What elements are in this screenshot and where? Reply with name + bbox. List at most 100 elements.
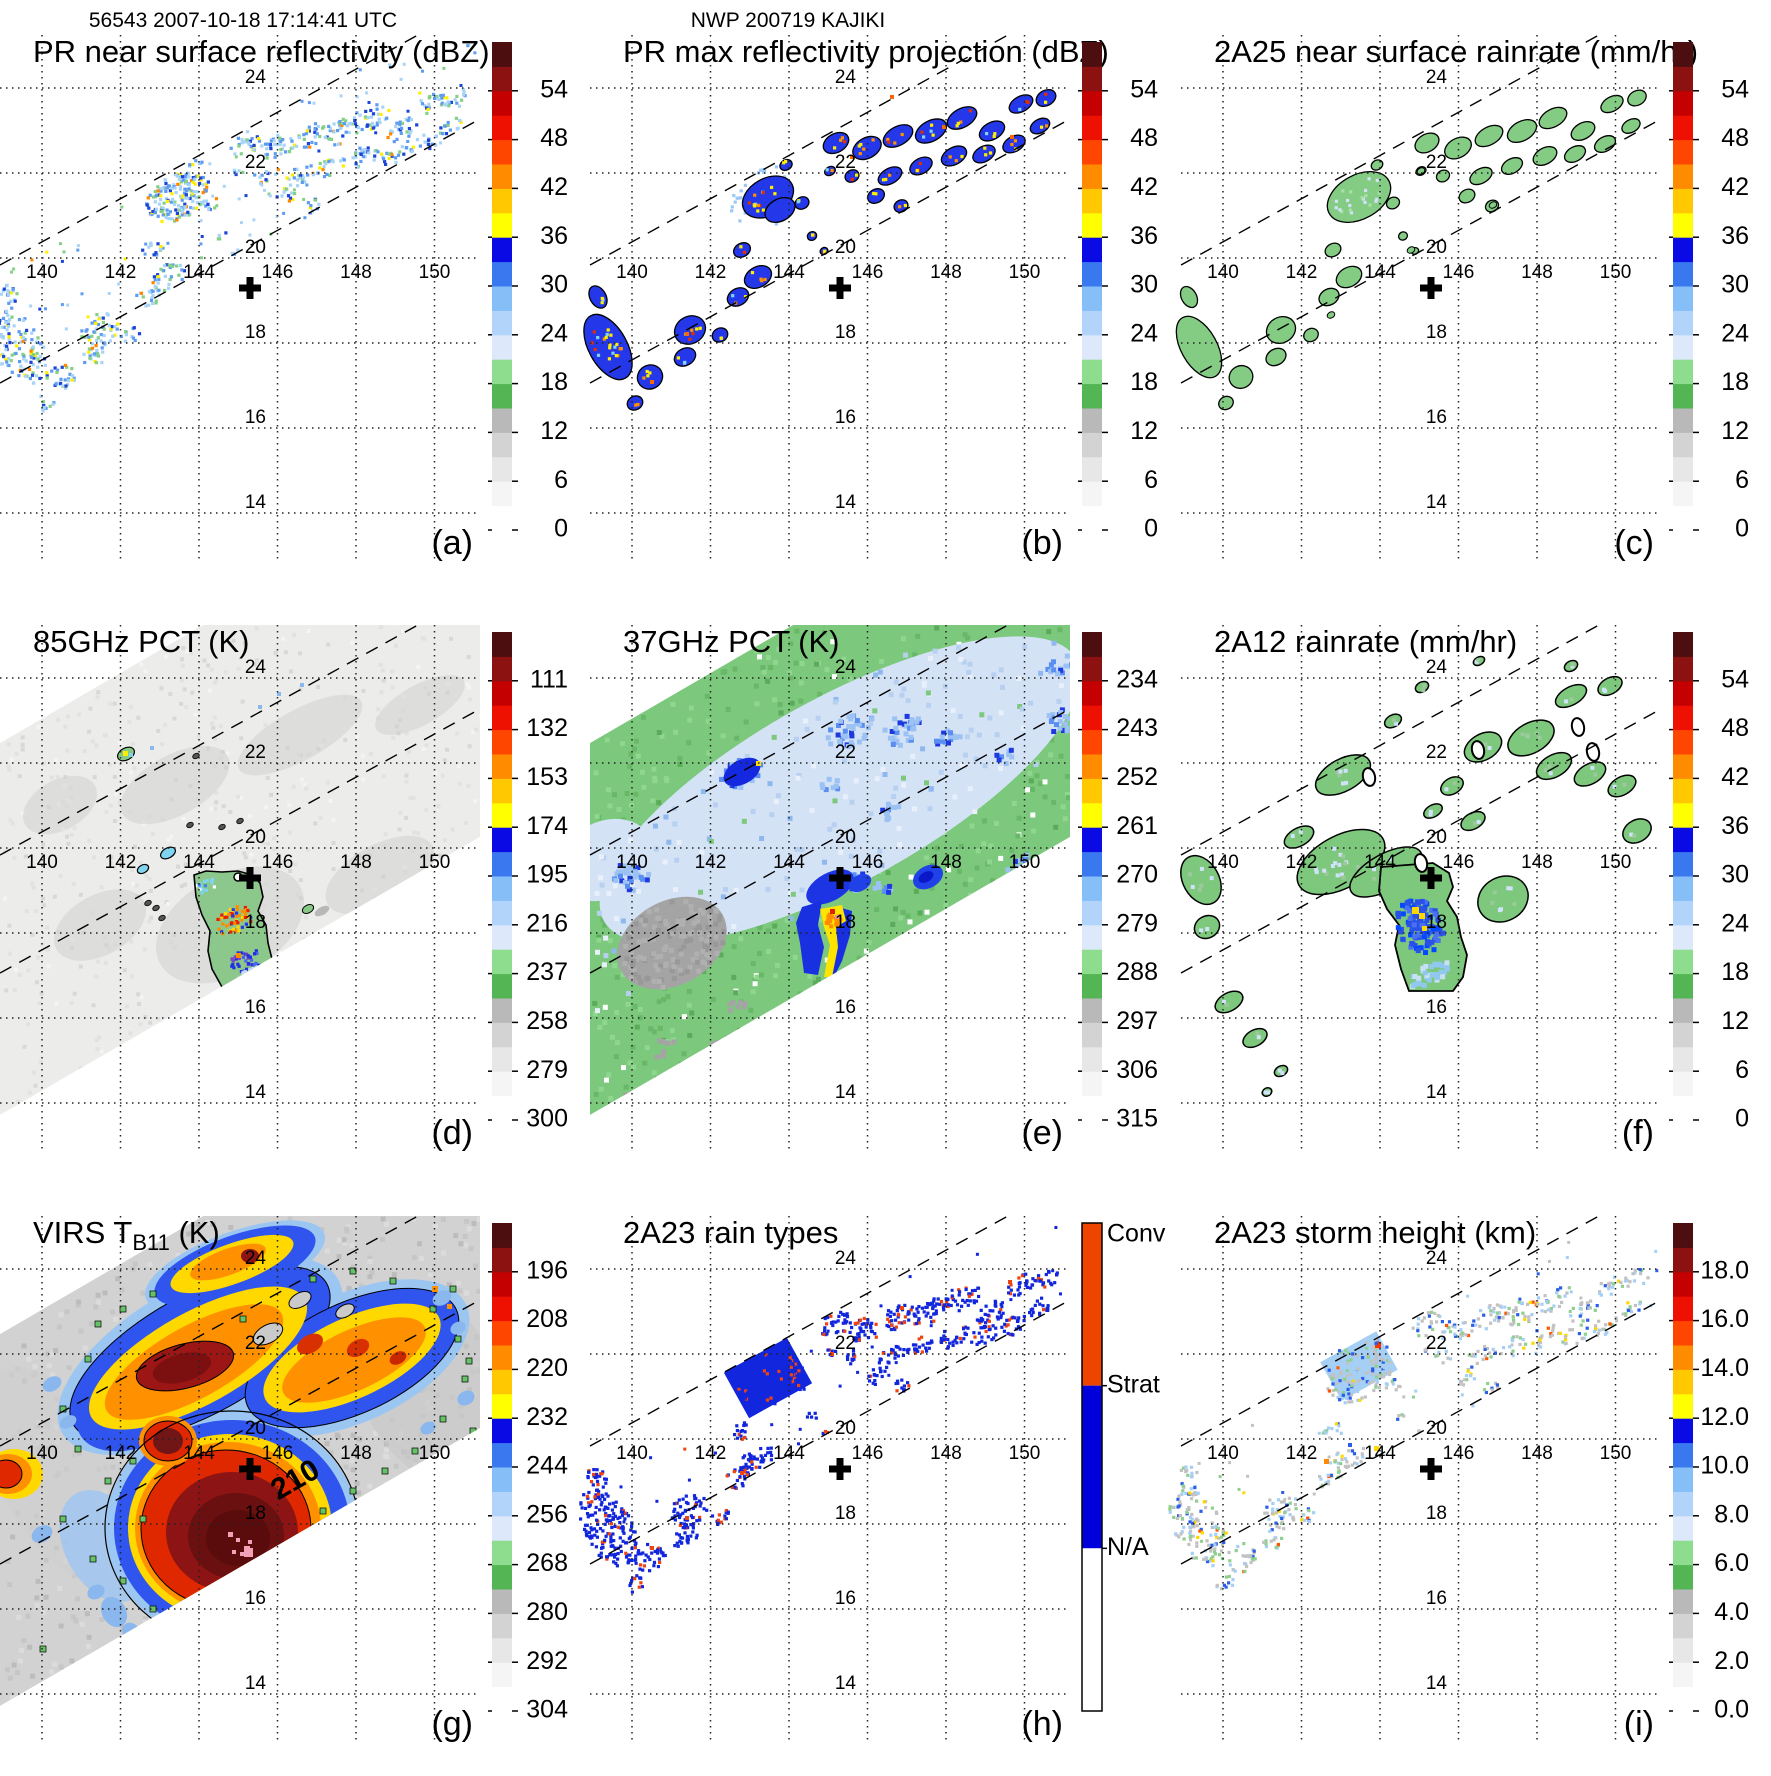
- lat-label: 24: [1426, 657, 1448, 678]
- panel-title-main: 37GHz PCT (K): [623, 624, 839, 659]
- colorbar-tick-label: 153: [526, 763, 568, 791]
- colorbar-tick-label: 0.0: [1714, 1696, 1749, 1724]
- storm-center-marker: [829, 277, 851, 299]
- colorbar-tick-label: 270: [1116, 861, 1158, 889]
- panel-title: 2A12 rainrate (mm/hr): [1214, 624, 1517, 659]
- colorbar-i: 18.016.014.012.010.08.06.04.02.00.0: [1669, 1223, 1749, 1724]
- lon-label: 150: [1600, 1443, 1632, 1464]
- panel-title-main: 2A25 near surface rainrate (mm/hr): [1214, 34, 1698, 69]
- lon-label: 140: [616, 852, 648, 873]
- colorbar-tick-label: 280: [526, 1598, 568, 1626]
- lon-label: 142: [105, 852, 137, 873]
- lon-label: 144: [183, 1443, 215, 1464]
- colorbar-tick-label: 261: [1116, 812, 1158, 840]
- colorbar-tick-label: 268: [526, 1549, 568, 1577]
- latlon-grid: [590, 1216, 1070, 1741]
- lon-label: 140: [1207, 1443, 1239, 1464]
- latlon-grid: [1181, 1216, 1661, 1741]
- lat-label: 18: [835, 322, 856, 343]
- lon-label: 142: [695, 852, 727, 873]
- lat-label: 14: [245, 492, 267, 513]
- storm-center-marker: [1420, 277, 1442, 299]
- lon-label: 142: [105, 262, 137, 283]
- panel-title-main: 2A23 storm height (km): [1214, 1215, 1536, 1250]
- lon-label: 144: [1364, 262, 1396, 283]
- lat-label: 24: [245, 67, 267, 88]
- lat-label: 16: [1426, 997, 1447, 1018]
- data-field-h: [579, 1226, 1062, 1594]
- colorbar-tick-label: 36: [1130, 222, 1158, 250]
- lat-label: 20: [1426, 1418, 1447, 1439]
- lat-label: 22: [245, 1333, 266, 1354]
- colorbar-tick-label: 232: [526, 1403, 568, 1431]
- lat-label: 18: [835, 1503, 856, 1524]
- panel-title: 2A25 near surface rainrate (mm/hr): [1214, 34, 1698, 69]
- lon-label: 144: [1364, 1443, 1396, 1464]
- colorbar-tick-label: 48: [1721, 124, 1749, 152]
- colorbar-tick-label: 6: [1735, 466, 1749, 494]
- lat-label: 22: [1426, 742, 1447, 763]
- header-storm-id: NWP 200719 KAJIKI: [691, 9, 886, 32]
- lon-label: 150: [419, 1443, 451, 1464]
- swath-edge-lines: [1181, 35, 1661, 383]
- lat-label: 20: [245, 827, 266, 848]
- colorbar-tick-label: 174: [526, 812, 568, 840]
- data-field-e: [543, 579, 1121, 1115]
- lat-label: 14: [1426, 1673, 1448, 1694]
- colorbar-tick-label: 48: [1130, 124, 1158, 152]
- lat-label: 20: [1426, 237, 1447, 258]
- colorbar-tick-label: 36: [1721, 222, 1749, 250]
- lat-label: 20: [1426, 827, 1447, 848]
- colorbar-tick-label: 48: [540, 124, 568, 152]
- colorbar-tick-label: 30: [1130, 271, 1158, 299]
- colorbar-tick-label: 234: [1116, 665, 1158, 693]
- colorbar-tick-label: 300: [526, 1105, 568, 1133]
- lon-label: 148: [1521, 852, 1553, 873]
- lat-label: 20: [245, 237, 266, 258]
- colorbar-tick-label: 24: [1721, 319, 1749, 347]
- lat-label: 18: [1426, 322, 1447, 343]
- lon-label: 146: [1443, 262, 1475, 283]
- panel-title-main: PR max reflectivity projection (dBZ): [623, 34, 1109, 69]
- lat-label: 18: [245, 322, 266, 343]
- lon-label: 142: [695, 262, 727, 283]
- data-field-b: [574, 86, 1059, 413]
- data-field-i: [1168, 1241, 1658, 1591]
- panel-title-main: VIRS T: [33, 1215, 132, 1250]
- colorbar-tick-label: 24: [1130, 319, 1158, 347]
- panel-title-main: 85GHz PCT (K): [33, 624, 249, 659]
- colorbar-tick-label: 14.0: [1700, 1354, 1749, 1382]
- lat-label: 16: [835, 407, 856, 428]
- swath-edge-lines: [590, 35, 1070, 383]
- lon-label: 142: [1286, 852, 1318, 873]
- colorbar-category-label: Strat: [1107, 1370, 1160, 1398]
- panel-title: PR near surface reflectivity (dBZ): [33, 34, 490, 69]
- panel-title: PR max reflectivity projection (dBZ): [623, 34, 1109, 69]
- colorbar-tick-label: 279: [526, 1056, 568, 1084]
- colorbar-tick-label: 18: [1130, 368, 1158, 396]
- lon-label: 140: [1207, 262, 1239, 283]
- lat-label: 16: [1426, 407, 1447, 428]
- colorbar-tick-label: 288: [1116, 958, 1158, 986]
- colorbar-tick-label: 216: [526, 909, 568, 937]
- lat-label: 18: [245, 912, 266, 933]
- lat-label: 24: [1426, 67, 1448, 88]
- panel-title: 85GHz PCT (K): [33, 624, 249, 659]
- colorbar-tick-label: 6: [1144, 466, 1158, 494]
- colorbar-tick-label: 12: [1721, 417, 1749, 445]
- lat-label: 14: [245, 1673, 267, 1694]
- colorbar-tick-label: 30: [1721, 861, 1749, 889]
- colorbar-tick-label: 18: [540, 368, 568, 396]
- colorbar-tick-label: 6: [554, 466, 568, 494]
- lat-label: 22: [245, 742, 266, 763]
- lat-label: 20: [245, 1418, 266, 1439]
